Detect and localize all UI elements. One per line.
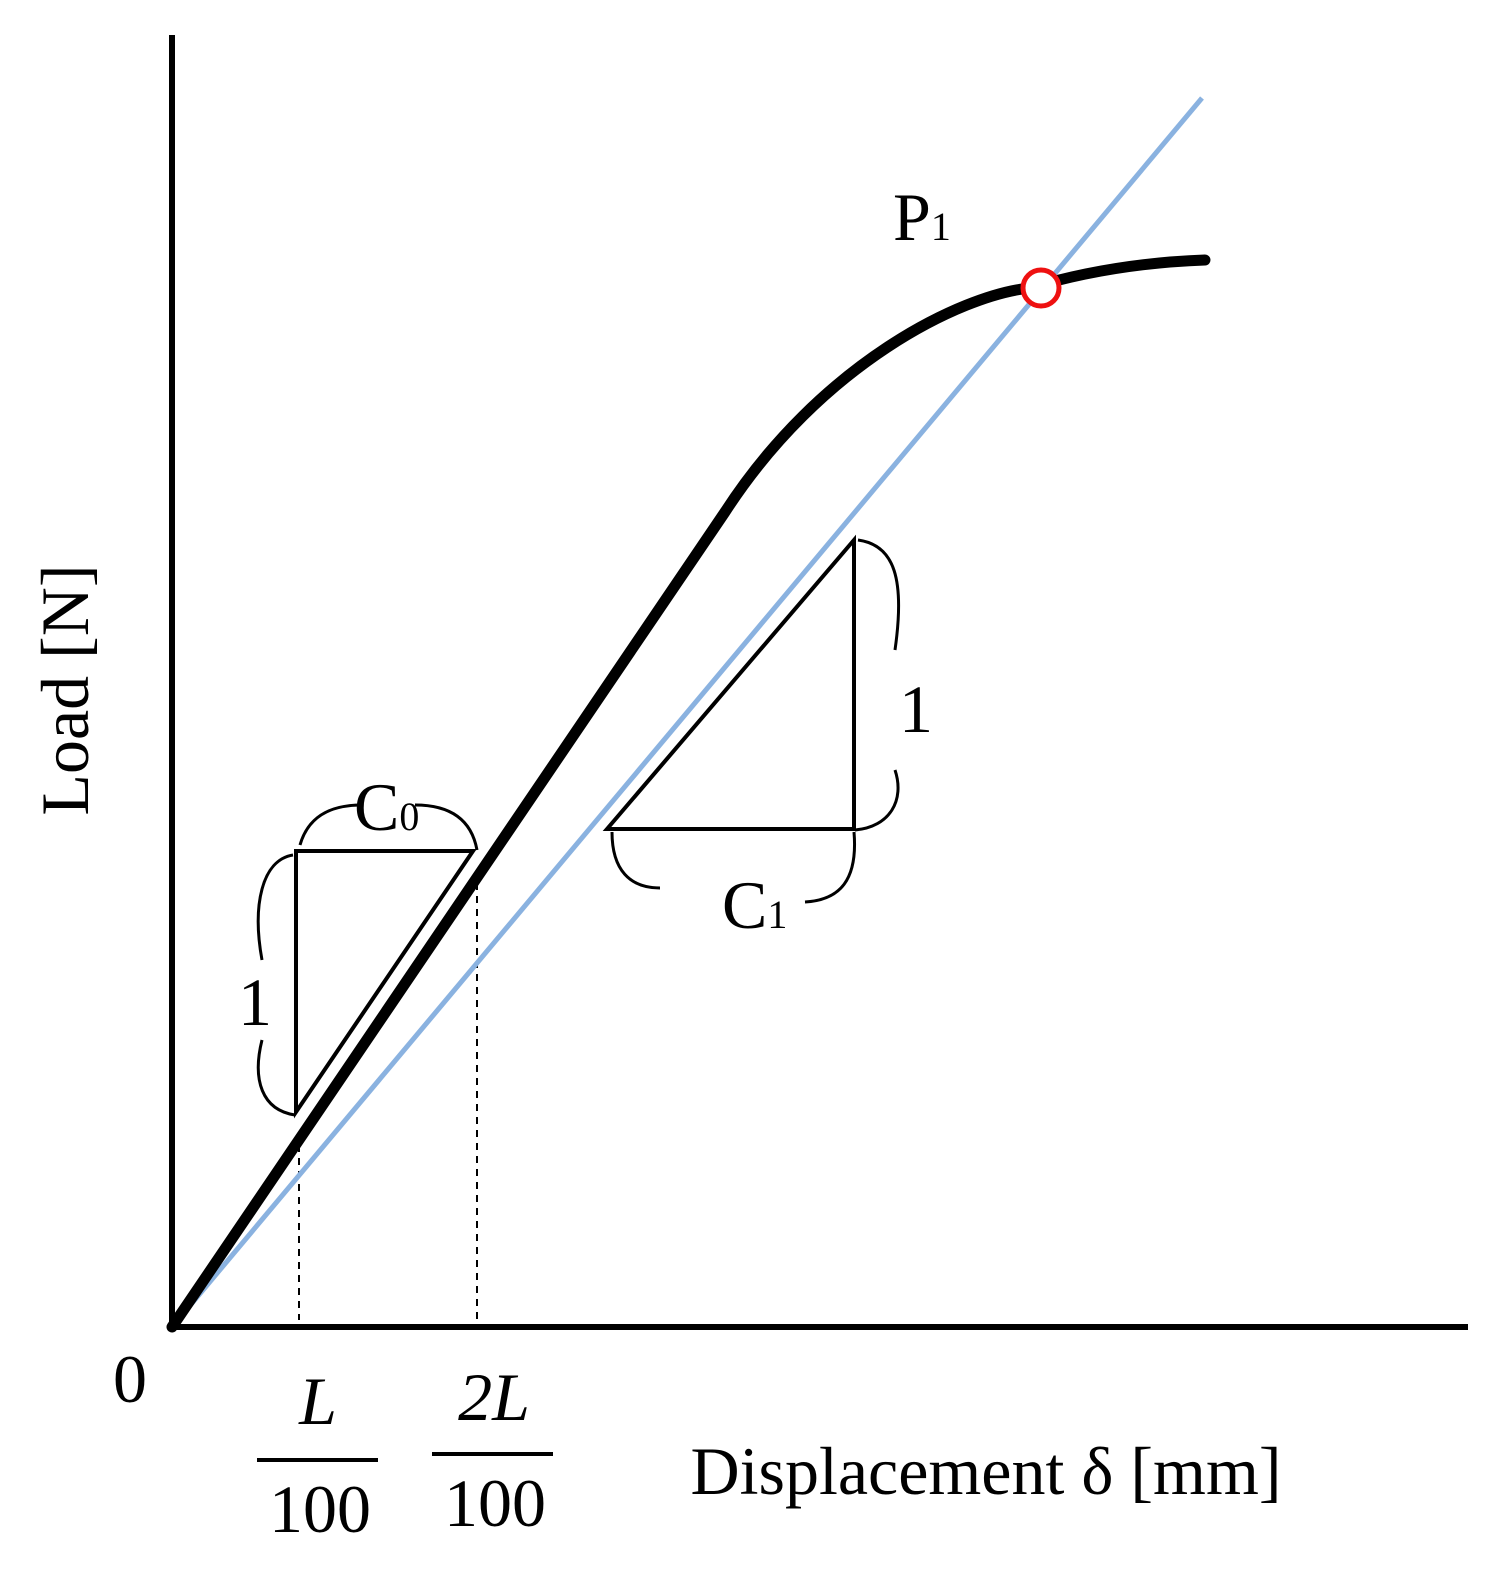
c1-sub: 1 (767, 892, 787, 937)
tick-2l100-denominator: 100 (444, 1465, 546, 1541)
p1-label: P1 (893, 179, 951, 255)
c1-rise-label: 1 (899, 671, 933, 747)
slope-triangle-c0 (294, 849, 477, 1119)
p1-intersection-marker (1020, 267, 1062, 309)
c1-main: C (722, 867, 767, 943)
tick-2l100-numerator: 2L (458, 1359, 530, 1435)
c0-sub: 0 (399, 794, 419, 839)
brace-c0-top (298, 803, 479, 851)
brace-c0-left (256, 853, 296, 1117)
c1-label: C1 (722, 867, 787, 943)
brace-c1-right (854, 538, 901, 832)
brace-c1-bottom (610, 831, 857, 904)
slope-triangle-c1 (602, 534, 856, 831)
x-axis-label: Displacement δ [mm] (691, 1433, 1282, 1509)
tick-l100-denominator: 100 (269, 1471, 371, 1547)
p1-main: P (893, 179, 931, 255)
p1-sub: 1 (931, 204, 951, 249)
c0-rise-label: 1 (238, 964, 272, 1040)
tick-l100-numerator: L (298, 1363, 337, 1439)
origin-label: 0 (113, 1341, 147, 1417)
c0-main: C (354, 769, 399, 845)
y-axis-label: Load [N] (27, 564, 103, 815)
c0-label: C0 (354, 769, 419, 845)
load-displacement-curve (166, 254, 1211, 1333)
